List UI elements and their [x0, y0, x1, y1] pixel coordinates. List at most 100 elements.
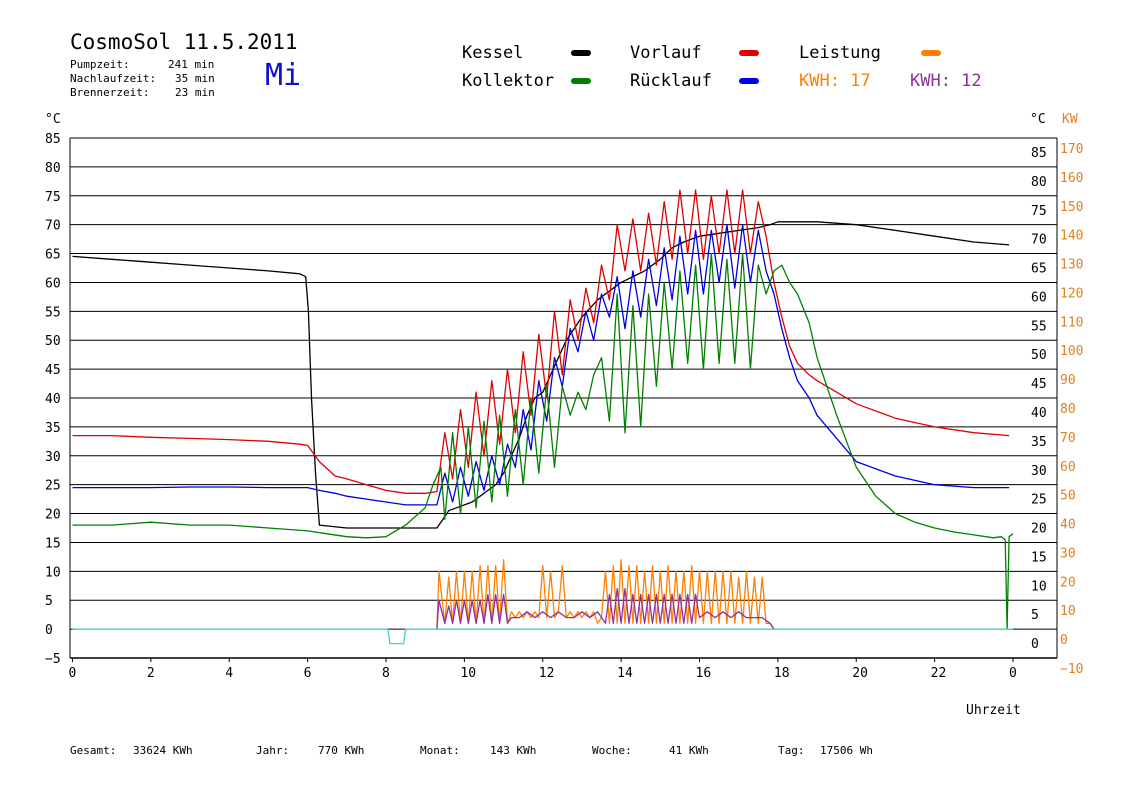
x-tick-10: 20: [852, 666, 868, 681]
y-tick-right-temp-14: 15: [1031, 550, 1047, 565]
y-tick-right-power-13: 40: [1060, 518, 1076, 533]
legend-ruecklauf-swatch: [739, 78, 759, 84]
legend-kollektor-swatch: [571, 78, 591, 84]
y-tick-left-8: 45: [45, 363, 61, 378]
y-tick-right-power-17: 0: [1060, 633, 1068, 648]
y-tick-right-power-0: 170: [1060, 142, 1083, 157]
y-tick-right-temp-2: 75: [1031, 204, 1047, 219]
legend-kollektor-label: Kollektor: [462, 71, 555, 91]
y-tick-right-temp-13: 20: [1031, 522, 1047, 537]
y-tick-right-power-4: 130: [1060, 258, 1083, 273]
y-tick-left-6: 55: [45, 305, 61, 320]
y-tick-right-power-8: 90: [1060, 373, 1076, 388]
y-tick-right-temp-4: 65: [1031, 262, 1047, 277]
kwh-orange-label: KWH: 17: [799, 71, 871, 91]
y-tick-left-15: 10: [45, 565, 61, 580]
footer-woche-value: 41 KWh: [669, 744, 709, 757]
y-tick-left-11: 30: [45, 450, 61, 465]
y-tick-right-power-11: 60: [1060, 460, 1076, 475]
y-tick-right-power-6: 110: [1060, 315, 1083, 330]
y-tick-left-16: 5: [45, 594, 53, 609]
footer-monat-label: Monat:: [420, 744, 460, 757]
y-tick-left-5: 60: [45, 276, 61, 291]
x-tick-9: 18: [774, 666, 790, 681]
y-tick-left-4: 65: [45, 248, 61, 263]
y-tick-right-power-18: −10: [1060, 662, 1083, 677]
y-tick-left-9: 40: [45, 392, 61, 407]
y-tick-right-temp-16: 5: [1031, 608, 1039, 623]
legend-vorlauf-label: Vorlauf: [630, 43, 702, 63]
y-tick-right-temp-10: 35: [1031, 435, 1047, 450]
y-tick-left-14: 15: [45, 536, 61, 551]
footer-gesamt-value: 33624 KWh: [133, 744, 193, 757]
legend-kessel-label: Kessel: [462, 43, 524, 63]
y-tick-right-temp-6: 55: [1031, 319, 1047, 334]
y-tick-right-temp-17: 0: [1031, 637, 1039, 652]
info-nachlaufzeit-value: 35 min: [175, 72, 215, 85]
y-tick-left-13: 20: [45, 508, 61, 523]
info-pumpzeit-value: 241 min: [168, 58, 215, 71]
x-tick-7: 14: [617, 666, 633, 681]
series-leistung: [436, 559, 775, 630]
info-brennerzeit-value: 23 min: [175, 86, 215, 99]
x-tick-4: 8: [382, 666, 390, 681]
x-axis-label: Uhrzeit: [966, 703, 1021, 718]
footer-tag-value: 17506 Wh: [820, 744, 873, 757]
series-zero: [72, 628, 1013, 645]
x-tick-0: 0: [69, 666, 77, 681]
legend-leistung-label: Leistung: [799, 43, 881, 63]
kwh-purple-label: KWH: 12: [910, 71, 982, 91]
y-unit-left: °C: [45, 112, 61, 127]
y-tick-right-power-9: 80: [1060, 402, 1076, 417]
y-tick-right-temp-5: 60: [1031, 290, 1047, 305]
series-leistung-2: [436, 588, 775, 630]
y-tick-right-power-10: 70: [1060, 431, 1076, 446]
y-tick-left-2: 75: [45, 190, 61, 205]
y-tick-right-power-12: 50: [1060, 489, 1076, 504]
y-tick-left-17: 0: [45, 623, 53, 638]
y-tick-right-temp-3: 70: [1031, 233, 1047, 248]
footer-jahr-value: 770 KWh: [318, 744, 365, 757]
y-tick-right-temp-7: 50: [1031, 348, 1047, 363]
footer-jahr-label: Jahr:: [256, 744, 290, 757]
x-tick-5: 10: [460, 666, 476, 681]
y-unit-right-power: KW: [1062, 112, 1078, 127]
footer-woche-label: Woche:: [592, 744, 632, 757]
y-tick-right-power-2: 150: [1060, 200, 1083, 215]
y-tick-right-power-5: 120: [1060, 286, 1083, 301]
y-tick-right-temp-11: 30: [1031, 464, 1047, 479]
y-tick-right-power-3: 140: [1060, 229, 1083, 244]
y-tick-right-temp-15: 10: [1031, 579, 1047, 594]
y-tick-right-temp-1: 80: [1031, 175, 1047, 190]
legend-kessel-swatch: [571, 50, 591, 56]
series-kollektor: [72, 252, 1014, 630]
x-tick-6: 12: [539, 666, 555, 681]
footer-gesamt-label: Gesamt:: [70, 744, 117, 757]
x-tick-12: 0: [1009, 666, 1017, 681]
footer-monat-value: 143 KWh: [490, 744, 537, 757]
series-kessel: [72, 221, 1010, 529]
info-nachlaufzeit-label: Nachlaufzeit:: [70, 72, 157, 85]
info-brennerzeit-label: Brennerzeit:: [70, 86, 150, 99]
y-tick-right-temp-12: 25: [1031, 493, 1047, 508]
y-tick-left-18: −5: [45, 652, 61, 667]
y-tick-left-0: 85: [45, 132, 61, 147]
info-pumpzeit-label: Pumpzeit:: [70, 58, 130, 71]
x-tick-1: 2: [147, 666, 155, 681]
y-tick-right-temp-8: 45: [1031, 377, 1047, 392]
footer-tag-label: Tag:: [778, 744, 805, 757]
y-tick-left-3: 70: [45, 219, 61, 234]
series-vorlauf: [72, 189, 1010, 494]
y-tick-right-power-15: 20: [1060, 575, 1076, 590]
y-tick-right-power-16: 10: [1060, 604, 1076, 619]
legend-vorlauf-swatch: [739, 50, 759, 56]
y-tick-right-power-14: 30: [1060, 546, 1076, 561]
y-tick-right-power-1: 160: [1060, 171, 1083, 186]
y-unit-right-temp: °C: [1030, 112, 1046, 127]
legend-leistung-swatch: [921, 50, 941, 56]
y-tick-left-7: 50: [45, 334, 61, 349]
x-tick-3: 6: [304, 666, 312, 681]
chart-title: CosmoSol 11.5.2011: [70, 30, 298, 54]
y-tick-left-10: 35: [45, 421, 61, 436]
